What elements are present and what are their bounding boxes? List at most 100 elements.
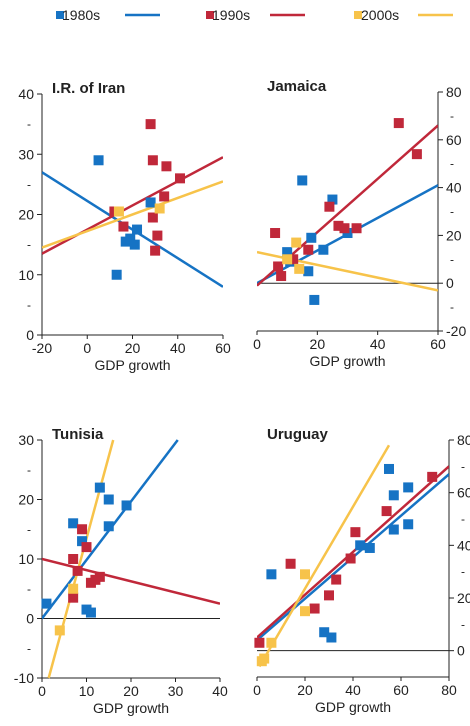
point-2000s bbox=[68, 583, 79, 594]
point-1990s bbox=[77, 524, 88, 535]
point-1990s bbox=[175, 173, 186, 184]
legend-label: 1980s bbox=[62, 7, 100, 23]
point-1990s bbox=[303, 244, 314, 255]
x-tick-label: 0 bbox=[38, 683, 46, 699]
y-tick-label: 30 bbox=[18, 432, 34, 448]
x-axis-title: GDP growth bbox=[310, 353, 386, 369]
y-minor-dash: - bbox=[461, 512, 465, 526]
point-1980s bbox=[364, 542, 375, 553]
point-1990s bbox=[270, 228, 281, 239]
y-tick-label: 80 bbox=[457, 432, 470, 448]
point-1980s bbox=[326, 632, 337, 643]
legend-swatch bbox=[56, 11, 64, 19]
point-1990s bbox=[345, 553, 356, 564]
x-axis-title: GDP growth bbox=[95, 357, 171, 373]
x-axis-title: GDP growth bbox=[315, 699, 391, 715]
point-1980s bbox=[282, 247, 293, 258]
y-tick-label: 20 bbox=[457, 590, 470, 606]
point-1990s bbox=[147, 155, 158, 166]
point-1980s bbox=[94, 482, 105, 493]
point-1990s bbox=[68, 592, 79, 603]
y-tick-label: 40 bbox=[446, 180, 462, 196]
point-2000s bbox=[291, 237, 302, 248]
y-minor-dash: - bbox=[450, 300, 454, 314]
y-tick-label: 60 bbox=[446, 132, 462, 148]
legend-item-1980s: 1980s bbox=[56, 7, 160, 23]
point-1980s bbox=[125, 233, 136, 244]
y-minor-dash: - bbox=[27, 641, 31, 655]
point-1980s bbox=[85, 607, 96, 618]
x-tick-label: 40 bbox=[370, 336, 386, 352]
x-tick-label: 0 bbox=[253, 336, 261, 352]
point-1990s bbox=[333, 220, 344, 231]
x-tick-label: -20 bbox=[32, 340, 52, 356]
point-1990s bbox=[324, 590, 334, 601]
point-1980s bbox=[384, 463, 394, 474]
point-2000s bbox=[300, 606, 310, 617]
legend: 1980s 1990s 2000s bbox=[56, 7, 453, 23]
x-axis-title: GDP growth bbox=[93, 700, 169, 716]
point-2000s bbox=[154, 203, 165, 214]
legend-item-1990s: 1990s bbox=[206, 7, 305, 23]
x-tick-label: 20 bbox=[297, 682, 313, 698]
y-tick-label: 80 bbox=[446, 84, 462, 100]
y-minor-dash: - bbox=[450, 109, 454, 123]
y-tick-label: 10 bbox=[18, 551, 34, 567]
point-1990s bbox=[331, 574, 342, 585]
x-tick-label: 40 bbox=[345, 682, 361, 698]
point-1990s bbox=[94, 571, 105, 582]
point-1990s bbox=[381, 506, 392, 517]
y-tick-label: 10 bbox=[18, 267, 34, 283]
x-tick-label: 60 bbox=[393, 682, 409, 698]
legend-swatch bbox=[354, 11, 362, 19]
y-tick-label: 60 bbox=[457, 485, 470, 501]
plot-area bbox=[42, 156, 223, 288]
y-tick-label: 20 bbox=[18, 207, 34, 223]
point-1980s bbox=[327, 194, 338, 205]
point-1990s bbox=[152, 230, 163, 241]
x-tick-label: 0 bbox=[253, 682, 261, 698]
point-2000s bbox=[266, 637, 277, 648]
y-minor-dash: - bbox=[27, 582, 31, 596]
point-1980s bbox=[309, 294, 320, 305]
point-1990s bbox=[81, 542, 92, 553]
point-1980s bbox=[129, 239, 140, 250]
point-1990s bbox=[118, 221, 129, 232]
point-1980s bbox=[319, 627, 330, 638]
y-tick-label: 0 bbox=[26, 327, 34, 343]
y-tick-label: 0 bbox=[446, 275, 454, 291]
point-1980s bbox=[403, 519, 414, 530]
point-2000s bbox=[300, 569, 310, 580]
point-1980s bbox=[93, 155, 104, 166]
fit-line-2000s bbox=[258, 444, 391, 668]
point-1980s bbox=[145, 197, 156, 208]
legend-swatch bbox=[206, 11, 214, 19]
y-tick-label: 20 bbox=[446, 227, 462, 243]
panel-title: Uruguay bbox=[267, 426, 329, 443]
point-1980s bbox=[103, 521, 114, 532]
point-1980s bbox=[121, 500, 132, 511]
x-tick-label: 20 bbox=[123, 683, 139, 699]
fit-line-1990s bbox=[257, 465, 449, 639]
point-1990s bbox=[309, 603, 320, 614]
point-1990s bbox=[351, 223, 362, 234]
point-1990s bbox=[150, 245, 161, 256]
point-1990s bbox=[159, 191, 170, 202]
x-tick-label: 10 bbox=[79, 683, 95, 699]
point-1990s bbox=[427, 471, 438, 482]
point-1980s bbox=[303, 266, 314, 277]
point-1980s bbox=[306, 232, 317, 243]
point-1990s bbox=[285, 558, 296, 569]
point-1980s bbox=[132, 224, 143, 235]
point-1980s bbox=[388, 490, 399, 501]
x-tick-label: 40 bbox=[212, 683, 228, 699]
panel-title: Tunisia bbox=[52, 426, 104, 443]
fit-line-1990s bbox=[42, 557, 220, 605]
y-minor-dash: - bbox=[27, 298, 31, 312]
point-1980s bbox=[103, 494, 114, 505]
point-2000s bbox=[282, 254, 293, 265]
point-1980s bbox=[111, 269, 122, 280]
